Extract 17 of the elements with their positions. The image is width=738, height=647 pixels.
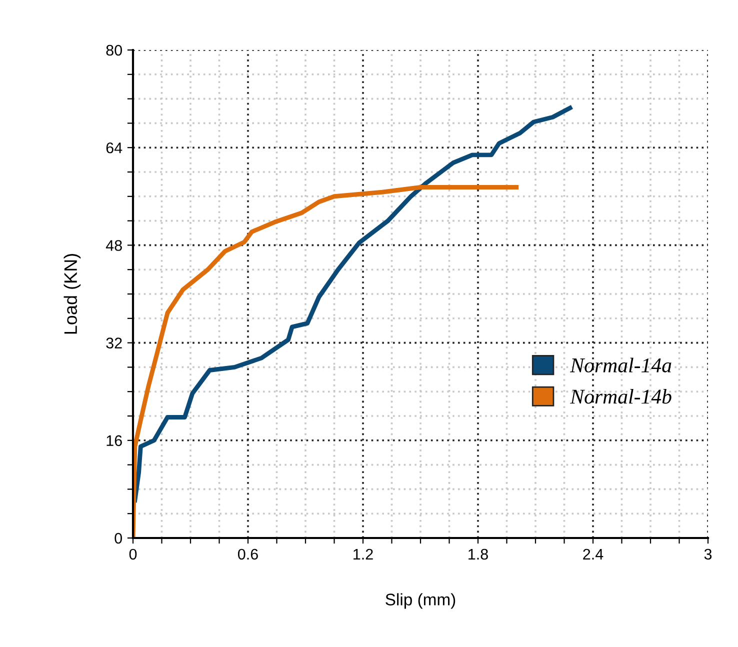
- x-tick-label: 2.4: [583, 548, 604, 560]
- y-tick-label: 80: [106, 44, 122, 56]
- y-axis-title: Load (KN): [64, 254, 81, 334]
- x-axis-title: Slip (mm): [386, 593, 456, 609]
- y-tick-label: 64: [106, 142, 122, 154]
- x-tick-label: 1.8: [468, 548, 488, 560]
- x-tick-label: 3: [704, 548, 712, 560]
- legend-label: Normal-14b: [570, 389, 672, 404]
- x-tick-label: 0.6: [238, 548, 258, 560]
- y-tick-label: 16: [106, 435, 122, 446]
- x-tick-label: 0: [129, 548, 137, 560]
- x-tick-label: 1.2: [354, 548, 373, 560]
- y-tick-label: 48: [106, 240, 122, 251]
- y-tick-label: 32: [106, 338, 122, 348]
- line-series: [133, 185, 519, 538]
- y-tick-label: 0: [114, 532, 122, 544]
- legend-label: Normal-14a: [570, 358, 672, 372]
